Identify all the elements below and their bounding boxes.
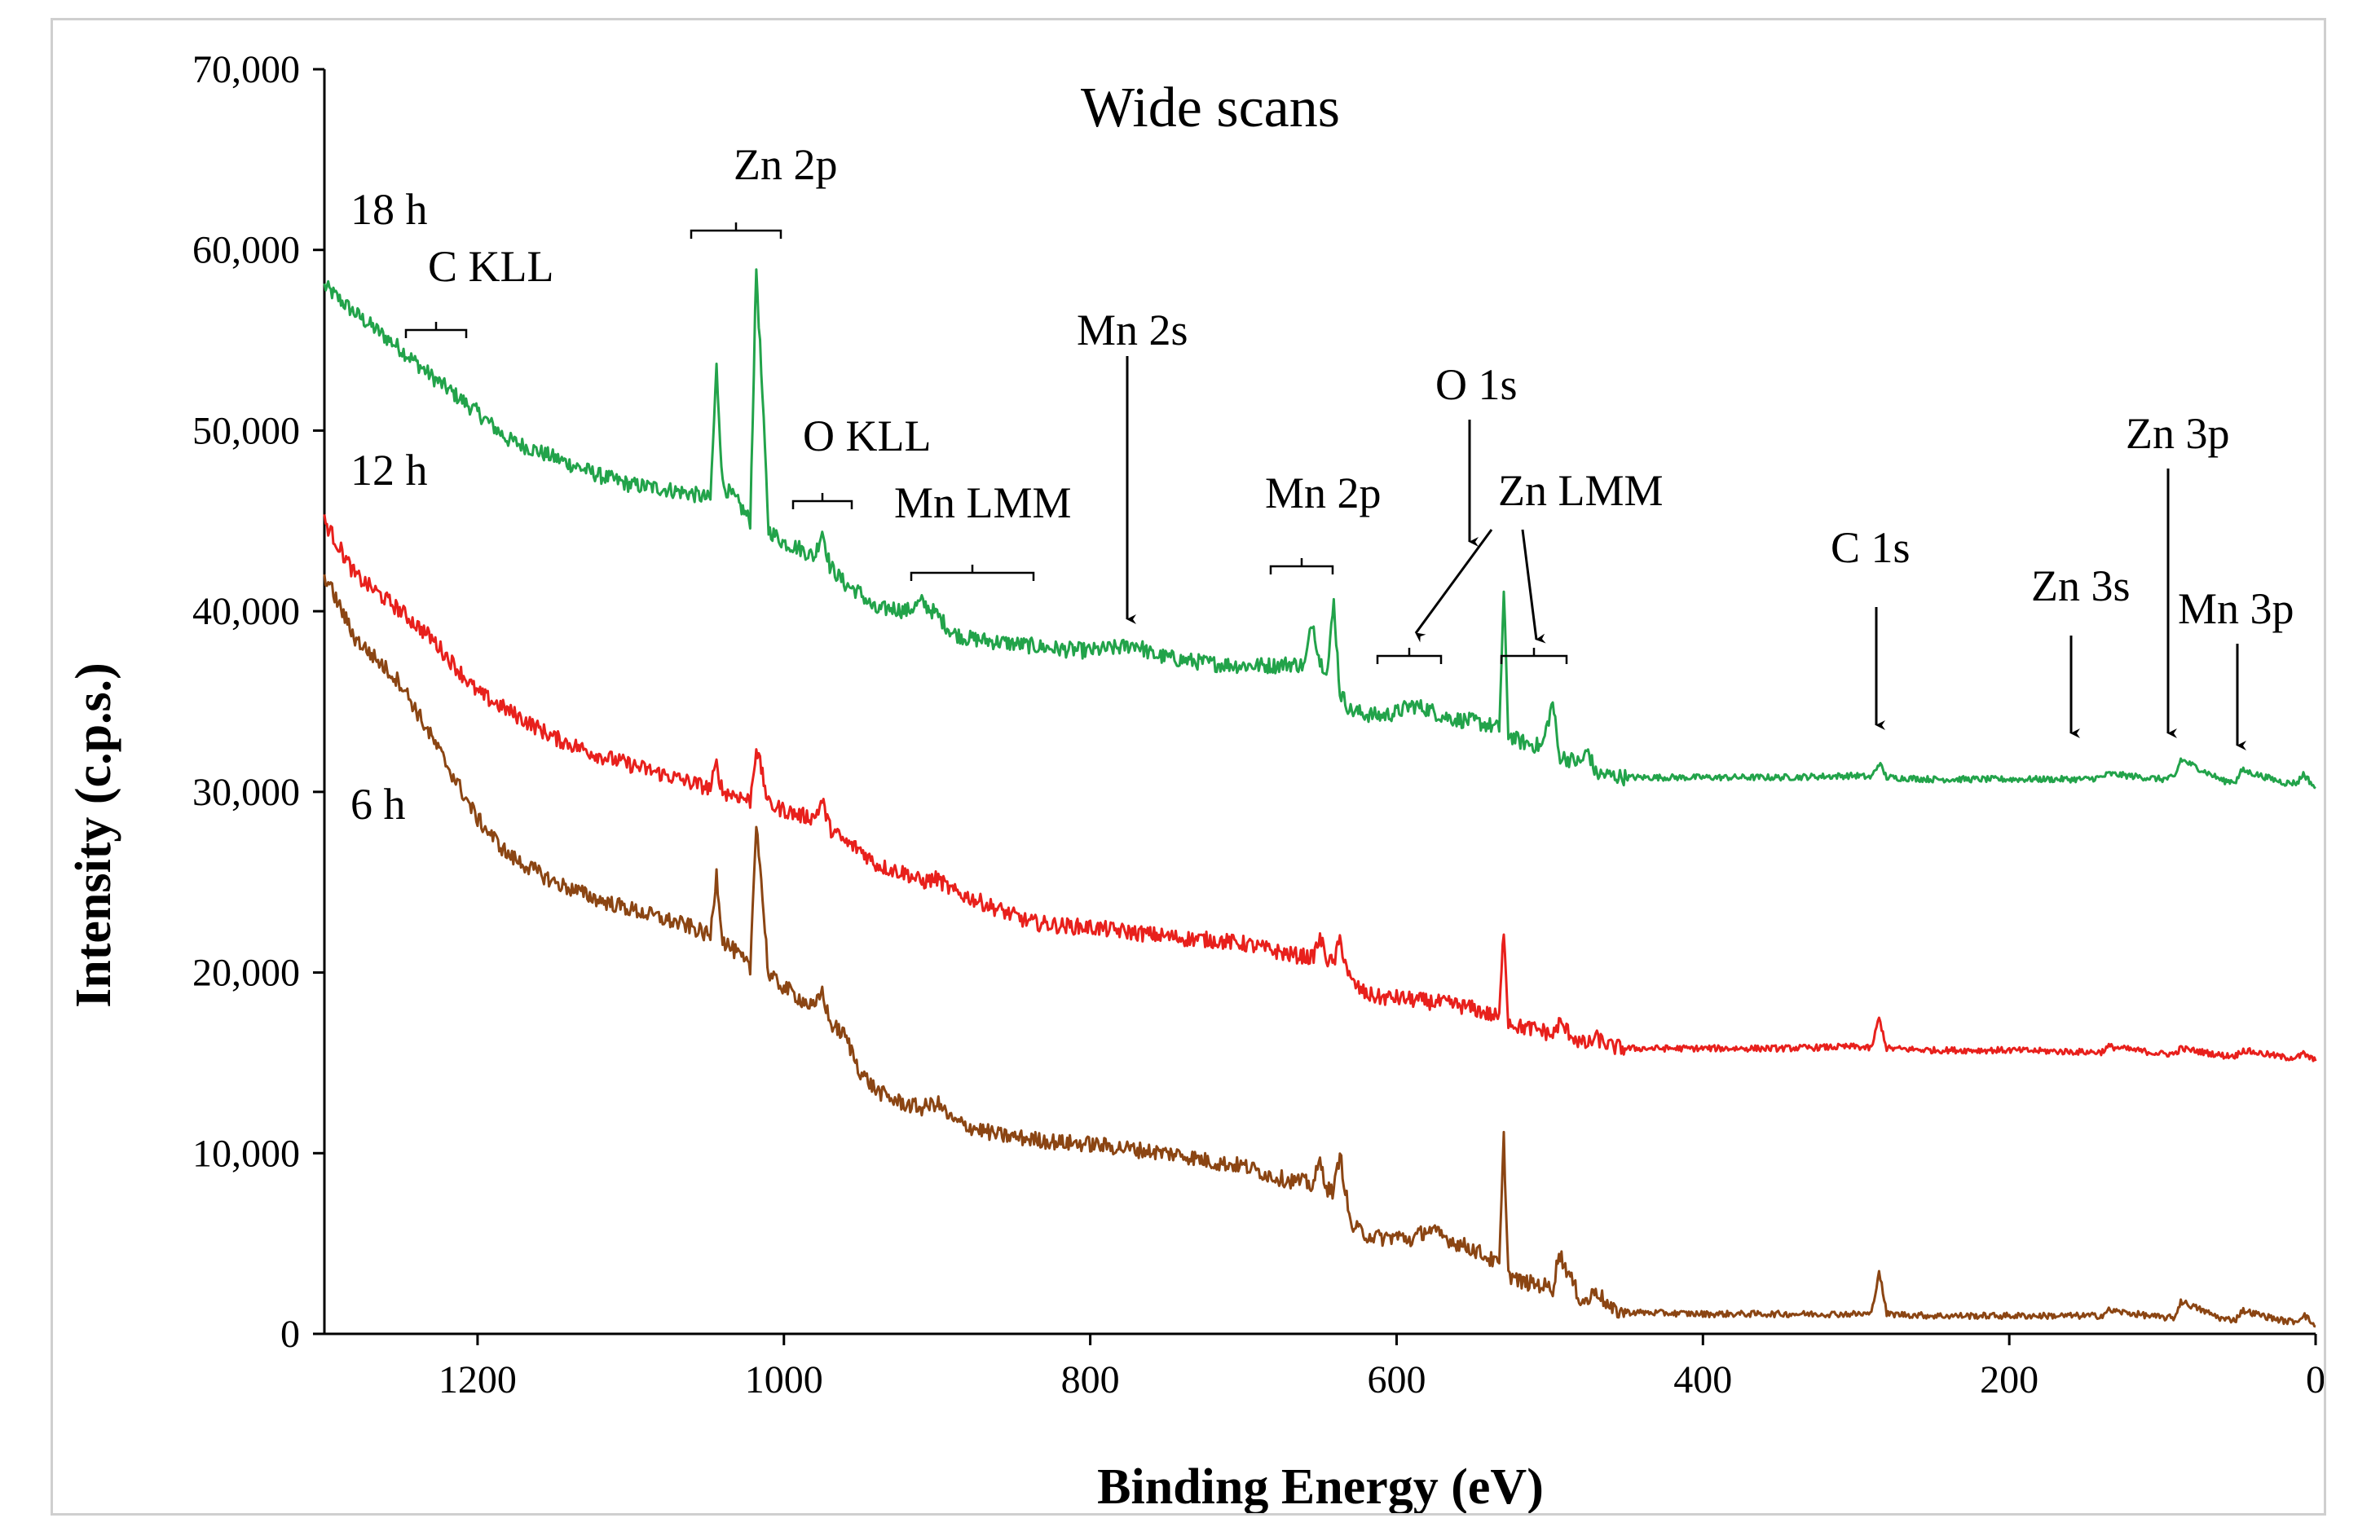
x-tick-label: 800 <box>1061 1358 1120 1401</box>
c1s-annotation: C 1s <box>1831 523 1911 730</box>
chart-title: Wide scans <box>1081 77 1340 139</box>
y-tick-label: 30,000 <box>192 771 300 814</box>
y-axis-title: Intensity (c.p.s.) <box>66 662 121 1008</box>
xps-wide-scan-chart: 0 10,000 20,000 30,000 40,000 50,000 60,000 70,… <box>66 48 2324 1513</box>
mn3p-annotation: Mn 3p <box>2178 584 2294 750</box>
znlmm-label: Zn LMM <box>1498 466 1664 515</box>
x-tick-label: 600 <box>1367 1358 1426 1401</box>
y-tick-label: 50,000 <box>192 409 300 452</box>
zn2p-annotation: Zn 2p <box>690 140 838 239</box>
x-tick-label: 200 <box>1980 1358 2038 1401</box>
mn2p-annotation: Mn 2p <box>1265 469 1382 574</box>
zn3p-annotation: Zn 3p <box>2126 409 2230 738</box>
ckll-bracket <box>404 322 468 338</box>
series-label-6h: 6 h <box>350 780 406 829</box>
mn2p-label: Mn 2p <box>1265 469 1382 517</box>
okll-label: O KLL <box>803 411 931 460</box>
mnlmm-bracket <box>910 565 1035 581</box>
znlmm-bracket-2 <box>1500 648 1568 664</box>
series-label-12h: 12 h <box>350 446 428 495</box>
figure-frame: 0 10,000 20,000 30,000 40,000 50,000 60,000 70,… <box>51 18 2326 1516</box>
znlmm-arrow-2 <box>1521 529 1546 644</box>
o1s-label: O 1s <box>1435 360 1518 409</box>
ckll-label: C KLL <box>428 242 554 291</box>
y-ticks: 0 10,000 20,000 30,000 40,000 50,000 60,000 70,… <box>192 48 324 1356</box>
znlmm-bracket-1 <box>1376 648 1443 664</box>
y-tick-label: 70,000 <box>192 48 300 91</box>
series-line-6h <box>323 574 2316 1328</box>
mnlmm-label: Mn LMM <box>894 478 1072 527</box>
znlmm-annotation: Zn LMM <box>1376 466 1664 664</box>
series-line-18h <box>323 268 2316 790</box>
y-tick-label: 0 <box>280 1313 300 1356</box>
zn3s-label: Zn 3s <box>2031 561 2131 610</box>
y-tick-label: 20,000 <box>192 952 300 995</box>
x-ticks: 1200 1000 800 600 400 200 0 <box>439 1334 2324 1401</box>
okll-bracket <box>791 493 853 509</box>
zn3p-label: Zn 3p <box>2126 409 2230 458</box>
x-tick-label: 0 <box>2306 1358 2324 1401</box>
x-tick-label: 1200 <box>439 1358 517 1401</box>
mn2s-annotation: Mn 2s <box>1077 306 1188 624</box>
zn2p-label: Zn 2p <box>734 140 838 189</box>
ckll-annotation: C KLL <box>404 242 554 338</box>
mn3p-label: Mn 3p <box>2178 584 2294 633</box>
zn3s-annotation: Zn 3s <box>2031 561 2131 738</box>
o1s-annotation: O 1s <box>1435 360 1518 547</box>
mn2p-bracket <box>1269 558 1334 574</box>
c1s-label: C 1s <box>1831 523 1911 572</box>
series-line-12h <box>323 514 2317 1063</box>
mnlmm-annotation: Mn LMM <box>894 478 1072 581</box>
x-tick-label: 400 <box>1673 1358 1732 1401</box>
y-tick-label: 40,000 <box>192 590 300 633</box>
series-lines <box>323 268 2317 1328</box>
zn2p-bracket <box>690 222 782 239</box>
series-label-18h: 18 h <box>350 185 428 234</box>
okll-annotation: O KLL <box>791 411 931 509</box>
znlmm-arrow-1 <box>1414 529 1493 643</box>
x-tick-label: 1000 <box>745 1358 823 1401</box>
y-tick-label: 60,000 <box>192 229 300 272</box>
mn2s-label: Mn 2s <box>1077 306 1188 354</box>
y-tick-label: 10,000 <box>192 1132 300 1175</box>
x-axis-title: Binding Energy (eV) <box>1097 1459 1544 1513</box>
